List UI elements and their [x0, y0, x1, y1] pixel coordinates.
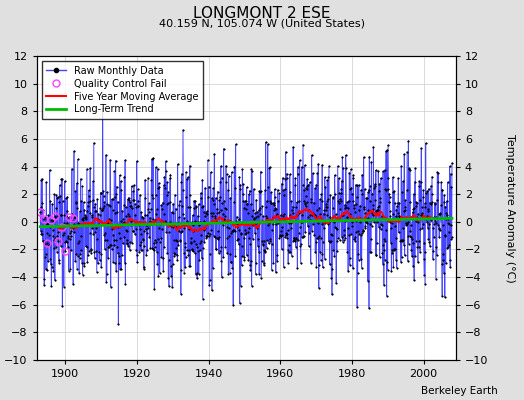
Quality Control Fail [55, 238, 61, 243]
Quality Control Fail [69, 216, 75, 220]
Five Year Moving Average [398, 214, 405, 219]
Raw Monthly Data [449, 160, 455, 165]
Raw Monthly Data [395, 210, 401, 215]
Five Year Moving Average [394, 218, 400, 223]
Raw Monthly Data [325, 221, 331, 226]
Raw Monthly Data [439, 261, 445, 266]
Five Year Moving Average [83, 221, 90, 226]
Quality Control Fail [48, 218, 54, 222]
Legend: Raw Monthly Data, Quality Control Fail, Five Year Moving Average, Long-Term Tren: Raw Monthly Data, Quality Control Fail, … [41, 61, 203, 119]
Long-Term Trend [83, 223, 90, 228]
Y-axis label: Temperature Anomaly (°C): Temperature Anomaly (°C) [505, 134, 515, 282]
Five Year Moving Average [143, 221, 149, 226]
Line: Quality Control Fail: Quality Control Fail [37, 208, 76, 254]
Line: Five Year Moving Average: Five Year Moving Average [58, 209, 434, 232]
Quality Control Fail [45, 241, 51, 246]
Long-Term Trend [37, 224, 43, 229]
Five Year Moving Average [324, 221, 331, 226]
Raw Monthly Data [37, 209, 43, 214]
Raw Monthly Data [83, 214, 90, 219]
Long-Term Trend [398, 217, 405, 222]
Long-Term Trend [438, 216, 444, 221]
Line: Raw Monthly Data: Raw Monthly Data [39, 108, 453, 324]
Quality Control Fail [51, 214, 58, 218]
Text: LONGMONT 2 ESE: LONGMONT 2 ESE [193, 6, 331, 21]
Text: 40.159 N, 105.074 W (United States): 40.159 N, 105.074 W (United States) [159, 18, 365, 28]
Raw Monthly Data [100, 106, 106, 111]
Quality Control Fail [66, 215, 72, 220]
Raw Monthly Data [399, 239, 405, 244]
Raw Monthly Data [115, 321, 122, 326]
Quality Control Fail [62, 248, 69, 253]
Long-Term Trend [143, 222, 149, 227]
Line: Long-Term Trend: Long-Term Trend [40, 218, 452, 227]
Long-Term Trend [449, 216, 455, 221]
Long-Term Trend [394, 217, 400, 222]
Quality Control Fail [59, 225, 65, 230]
Raw Monthly Data [143, 252, 149, 257]
Text: Berkeley Earth: Berkeley Earth [421, 386, 498, 396]
Quality Control Fail [37, 209, 43, 214]
Quality Control Fail [41, 217, 47, 222]
Long-Term Trend [324, 218, 331, 223]
